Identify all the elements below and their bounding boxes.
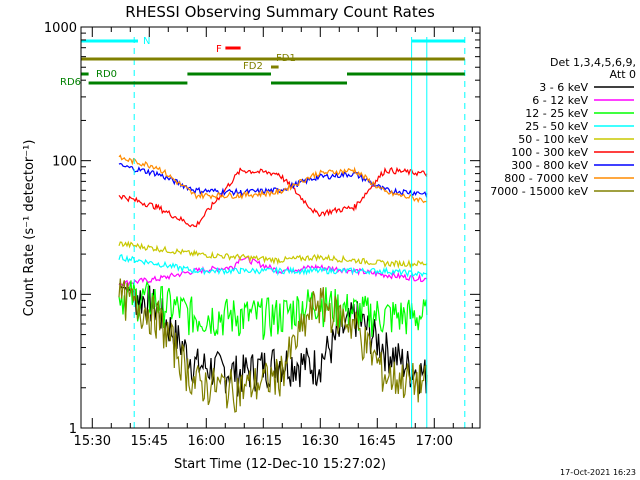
legend-label: 300 - 800 keV [511,159,588,172]
plot-frame [80,26,481,429]
state-label-fd2: FD2 [243,61,263,72]
series-line-100-300-kev [118,166,428,228]
legend-label: 12 - 25 keV [525,107,588,120]
y-tick-label: 1000 [44,21,77,36]
x-tick-label: 16:30 [302,434,339,449]
y-tick-label: 1 [69,422,77,437]
legend-label: 7000 - 15000 keV [490,185,588,198]
x-tick-label: 17:00 [416,434,453,449]
legend-label: 25 - 50 keV [525,120,588,133]
x-axis-label: Start Time (12-Dec-10 15:27:02) [174,457,386,472]
state-label-rd6: RD6 [60,77,81,88]
series-line-3-6-kev [118,283,428,397]
series-line-800-7000-kev [118,154,428,204]
legend-header-detectors: Det 1,3,4,5,6,9, [550,56,636,69]
state-label-rd0: RD0 [96,69,117,80]
series-line-6-12-kev [118,255,428,288]
state-label-f: F [216,44,222,55]
series-line-300-800-kev [118,162,428,198]
legend-label: 50 - 100 keV [518,133,588,146]
y-axis-label: Count Rate (s⁻¹ detector⁻¹) [22,140,37,317]
legend-label: 100 - 300 keV [511,146,588,159]
series-line-50-100-kev [118,240,428,269]
series-line-12-25-kev [118,280,428,340]
y-tick-label: 100 [52,155,77,170]
chart-title: RHESSI Observing Summary Count Rates [125,3,435,21]
x-tick-label: 16:45 [359,434,396,449]
legend-label: 6 - 12 keV [532,94,588,107]
legend-header-attenuator: Att 0 [610,68,636,81]
x-tick-label: 16:00 [188,434,225,449]
y-tick-label: 10 [60,288,77,303]
x-tick-label: 15:30 [74,434,111,449]
state-label-fd1: FD1 [276,53,296,64]
series-line-25-50-kev [118,253,428,278]
x-tick-label: 16:15 [245,434,282,449]
legend-label: 3 - 6 keV [539,81,588,94]
x-tick-label: 15:45 [131,434,168,449]
legend-label: 800 - 7000 keV [504,172,588,185]
state-label-n: N [143,36,150,47]
footer-date: 17-Oct-2021 16:23 [560,468,636,477]
series-line-7000-15000-kev [118,278,428,413]
